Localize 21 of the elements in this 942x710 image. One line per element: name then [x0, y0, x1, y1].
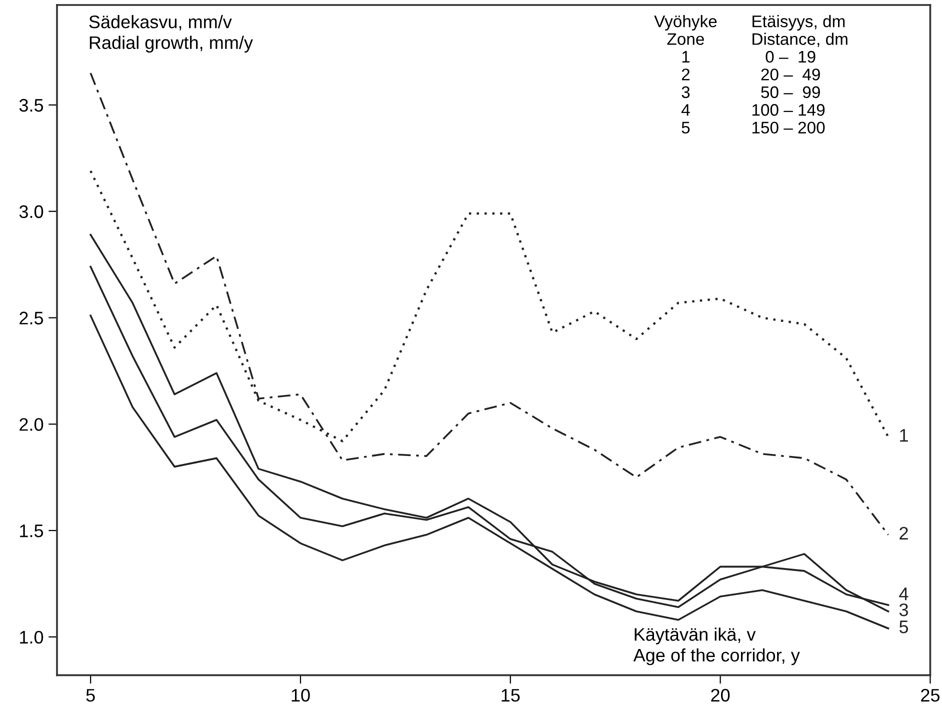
x-tick-label: 5 [86, 689, 95, 702]
y-tick-label: 1.5 [20, 524, 44, 538]
x-tick-label: 20 [711, 688, 730, 702]
y-tick-label: 2.5 [20, 312, 44, 324]
line-series [90, 314, 890, 630]
series-label: 2 [900, 526, 908, 540]
y-tick-label: 2.0 [20, 418, 44, 431]
annotation: Etäisyys, dm Distance, dm 0 – 19 20 – 49 50 – 99 100 – 149 150 – 200 [752, 15, 848, 134]
y-tick-label: 3.0 [19, 205, 44, 218]
series-label: 1 [900, 429, 908, 442]
x-tick-label: 10 [292, 688, 310, 702]
y-tick-label: 1.0 [20, 630, 44, 644]
y-tick-label: 3.5 [19, 98, 44, 112]
annotation: Vyöhyke Zone 1 2 3 4 5 [654, 15, 717, 134]
series-label: 4 [899, 588, 908, 600]
x-tick-label: 25 [921, 688, 940, 702]
series-label: 5 [899, 620, 908, 634]
x-tick-label: 15 [502, 689, 520, 702]
y-axis-title: Sädekasvu, mm/v Radial growth, mm/y [89, 15, 253, 53]
x-axis-title: Käytävän ikä, v Age of the corridor, y [633, 628, 800, 666]
series-label: 3 [899, 603, 908, 616]
